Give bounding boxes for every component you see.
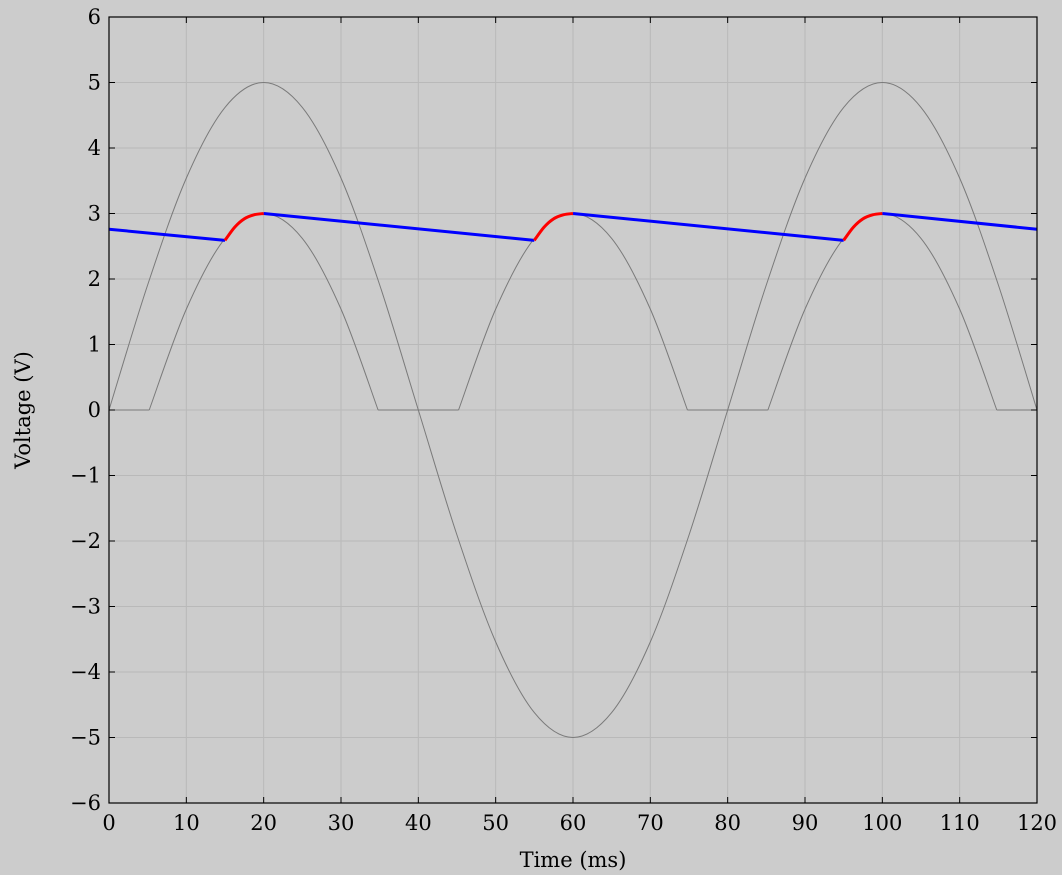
y-tick-label: 6: [88, 5, 101, 29]
x-tick-label: 100: [862, 811, 902, 835]
x-tick-label: 80: [714, 811, 741, 835]
x-axis-title: Time (ms): [520, 848, 627, 872]
y-tick-label: −3: [70, 595, 101, 619]
y-tick-label: 5: [88, 71, 101, 95]
y-axis-title: Voltage (V): [11, 351, 35, 470]
series-line-discharge: [572, 212, 844, 242]
y-tick-label: −2: [70, 529, 101, 553]
y-tick-label: 0: [88, 398, 101, 422]
x-tick-label: 0: [102, 811, 115, 835]
series-line-charge: [533, 212, 574, 242]
x-tick-labels: 0 10 20 30 40 50 60 70 80 90 100 110 120: [102, 811, 1057, 835]
x-tick-label: 30: [328, 811, 355, 835]
x-tick-label: 50: [482, 811, 509, 835]
x-tick-label: 40: [405, 811, 432, 835]
plot-series: [108, 81, 1038, 739]
y-tick-label: −4: [70, 660, 101, 684]
y-tick-label: 2: [88, 267, 101, 291]
series-line-discharge: [108, 227, 226, 242]
series-line-discharge: [882, 212, 1038, 231]
x-tick-label: 20: [250, 811, 277, 835]
y-tick-label: 3: [88, 202, 101, 226]
x-tick-label: 70: [637, 811, 664, 835]
x-tick-label: 10: [173, 811, 200, 835]
x-tick-label: 110: [940, 811, 980, 835]
series-line-charge: [842, 212, 883, 242]
x-tick-label: 60: [560, 811, 587, 835]
series-line-discharge: [263, 212, 535, 242]
y-tick-label: −5: [70, 726, 101, 750]
series-line-charge: [223, 212, 264, 242]
series-line-source: [108, 81, 1038, 739]
grid: [108, 16, 1038, 804]
x-tick-label: 90: [792, 811, 819, 835]
tick-marks: [108, 16, 1038, 804]
y-tick-label: −1: [70, 464, 101, 488]
y-tick-labels: −6 −5 −4 −3 −2 −1 0 1 2 3 4 5 6: [70, 5, 101, 815]
y-tick-label: 4: [88, 136, 101, 160]
y-tick-label: −6: [70, 791, 101, 815]
x-tick-label: 120: [1017, 811, 1057, 835]
y-tick-label: 1: [88, 333, 101, 357]
